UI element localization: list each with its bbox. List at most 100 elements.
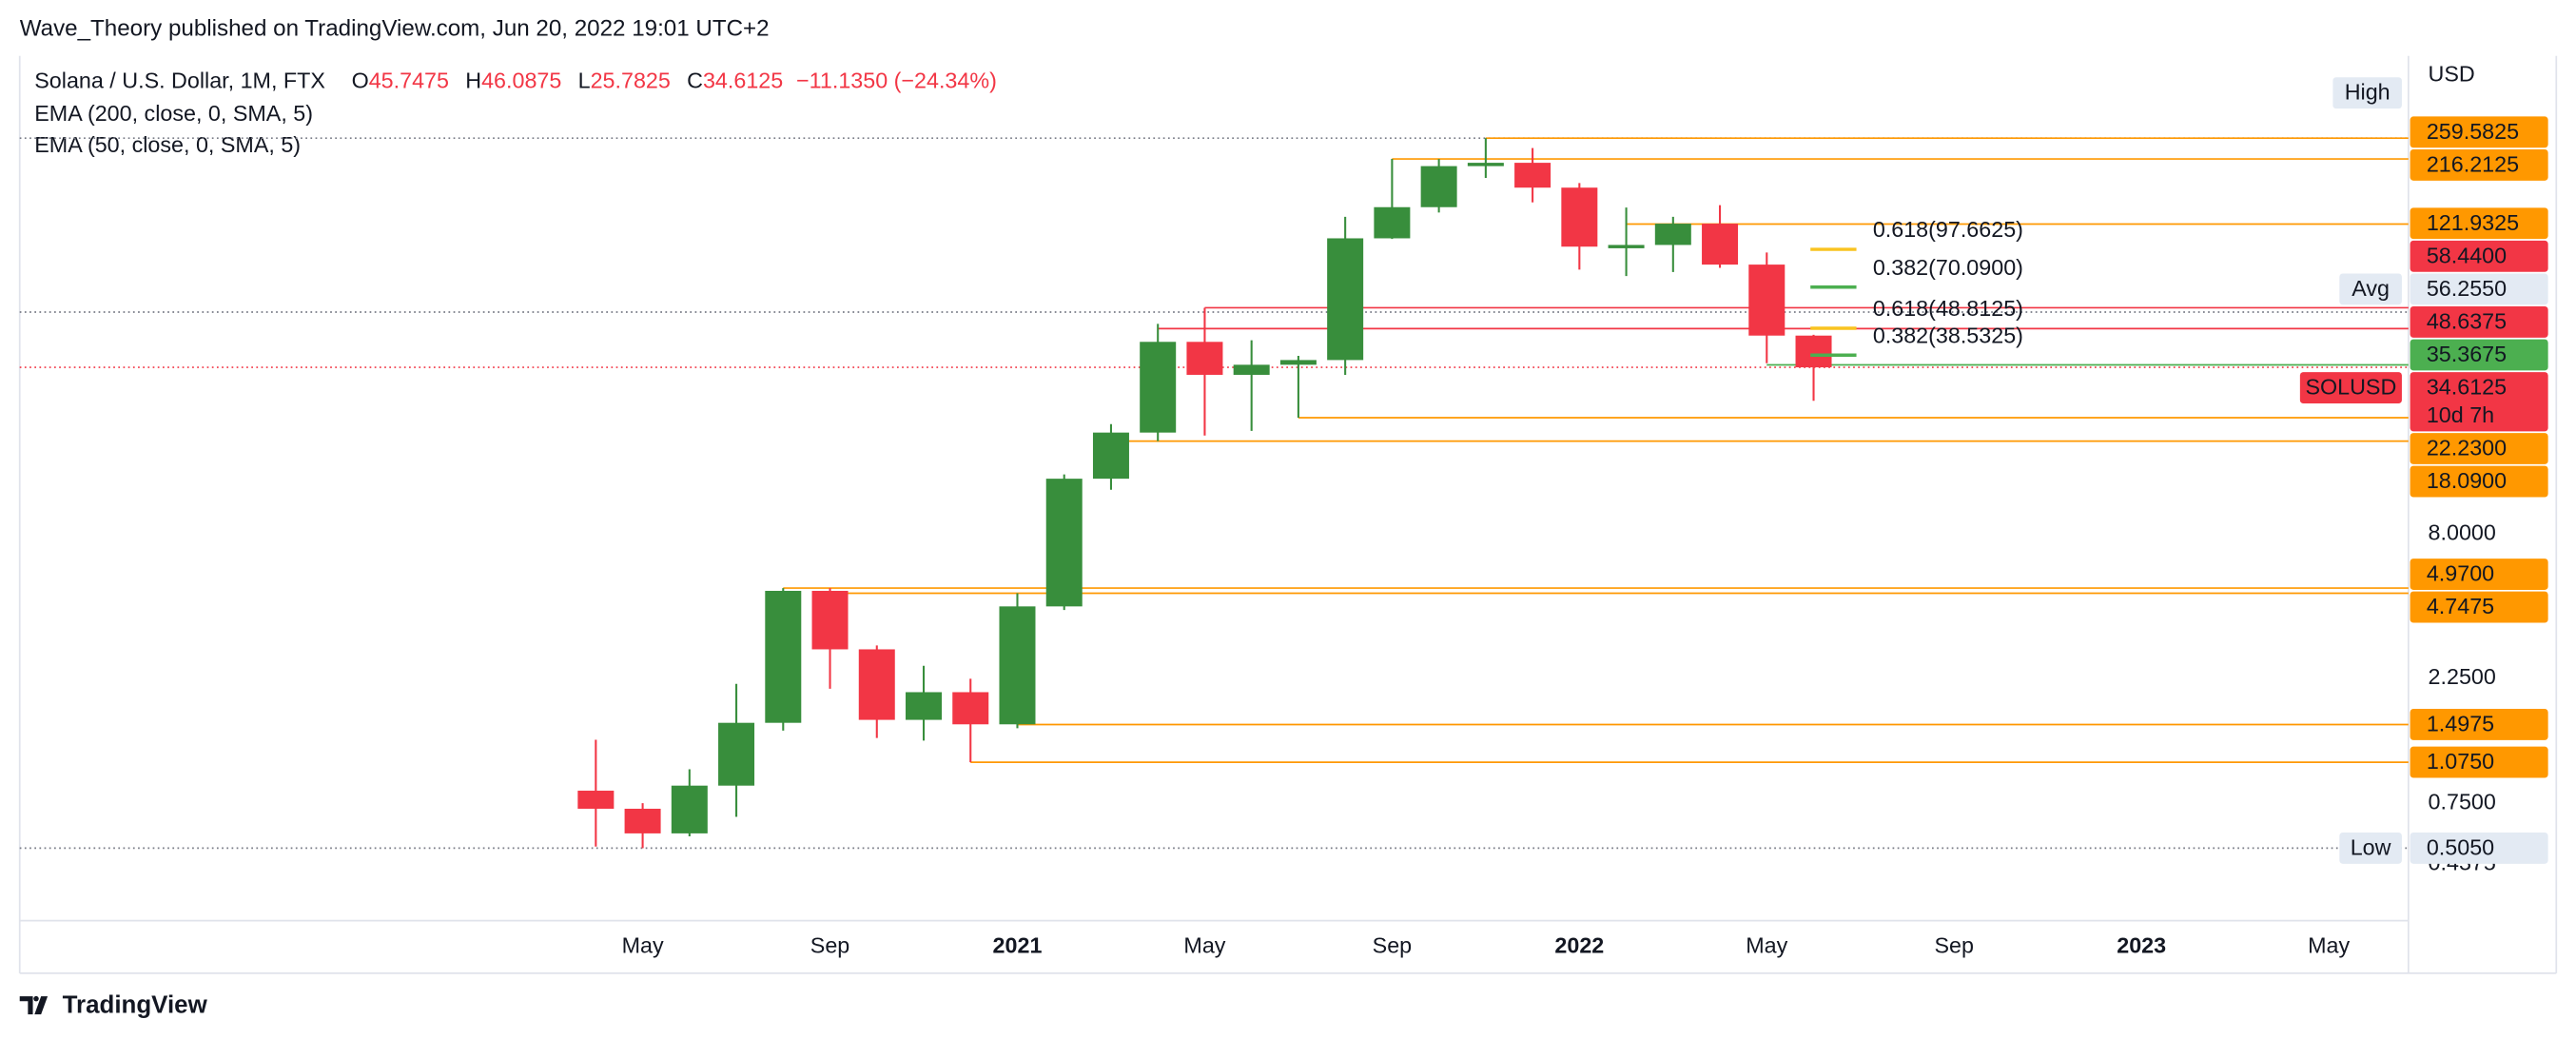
- candle-body: [858, 649, 895, 720]
- x-tick-label: 2023: [2117, 932, 2166, 957]
- ohlc-key: H: [465, 69, 481, 93]
- price-label: 1.0750: [2427, 749, 2494, 774]
- ohlc-key: L: [578, 69, 591, 93]
- price-label: 18.0900: [2427, 468, 2507, 493]
- price-label-box: [2410, 559, 2548, 590]
- countdown-label: 10d 7h: [2427, 402, 2494, 427]
- name-badge: [2332, 77, 2402, 109]
- candle-body: [1420, 166, 1457, 207]
- candle-body: [952, 692, 989, 725]
- candle-body: [577, 791, 615, 810]
- price-label-box: [2410, 148, 2548, 181]
- fib-label: 0.382(70.0900): [1873, 255, 2023, 280]
- x-tick-label: 2021: [993, 932, 1043, 957]
- y-tick-label: 8.0000: [2429, 520, 2496, 544]
- price-label: 35.3675: [2427, 342, 2507, 366]
- indicator-label: EMA (50, close, 0, SMA, 5): [34, 132, 301, 157]
- price-label: 216.2125: [2427, 151, 2519, 176]
- y-tick-label: 2.2500: [2429, 664, 2496, 689]
- candle-body: [1045, 479, 1083, 607]
- candle-body: [1608, 245, 1645, 248]
- candle-body: [765, 590, 802, 723]
- name-badge-label: Avg: [2352, 276, 2390, 301]
- x-tick-label: Sep: [810, 932, 849, 957]
- brand-logo: TradingView: [19, 991, 208, 1018]
- logo-mark: [19, 996, 49, 1015]
- price-label: 48.6375: [2427, 308, 2507, 333]
- ohlc-value: 46.0875: [481, 69, 561, 93]
- candle-body: [1748, 265, 1786, 336]
- candle-body: [811, 590, 849, 650]
- candle-body: [624, 809, 661, 833]
- x-tick-label: May: [1183, 932, 1225, 957]
- price-label-box: [2410, 306, 2548, 338]
- price-label: 1.4975: [2427, 711, 2494, 735]
- price-label-box: [2410, 746, 2548, 778]
- x-tick-label: 2022: [1554, 932, 1604, 957]
- candle-body: [906, 692, 943, 720]
- name-badge: [2339, 832, 2402, 864]
- candle-body: [1654, 224, 1691, 245]
- price-label-box: [2410, 240, 2548, 272]
- candle-body: [1561, 187, 1598, 247]
- fib-label: 0.382(38.5325): [1873, 323, 2023, 347]
- x-tick-label: Sep: [1934, 932, 1973, 957]
- price-label: 58.4400: [2427, 243, 2507, 267]
- symbol-title: Solana / U.S. Dollar, 1M, FTX: [34, 69, 325, 93]
- price-label: 4.7475: [2427, 594, 2494, 618]
- publisher: Wave_Theory published on TradingView.com…: [20, 15, 770, 41]
- name-badge: [2339, 273, 2402, 305]
- price-label-box: [2410, 207, 2548, 240]
- x-tick-label: May: [2308, 932, 2350, 957]
- candle-body: [1514, 163, 1551, 188]
- candle-body: [1702, 224, 1739, 265]
- candle-body: [1467, 163, 1504, 167]
- candle-body: [1092, 432, 1129, 480]
- price-label-box: [2410, 116, 2548, 148]
- brand-name: TradingView: [63, 991, 208, 1018]
- price-label-box: [2410, 832, 2548, 864]
- fib-label: 0.618(97.6625): [1873, 217, 2023, 242]
- x-tick-label: Sep: [1373, 932, 1412, 957]
- candle-body: [718, 722, 755, 786]
- price-label-box: [2410, 372, 2548, 432]
- ohlc-value: 25.7825: [591, 69, 671, 93]
- price-label-box: [2410, 709, 2548, 740]
- logo-dot: [33, 995, 39, 1002]
- x-tick-label: May: [1746, 932, 1787, 957]
- price-label-box: [2410, 591, 2548, 623]
- candle-body: [671, 785, 708, 833]
- change: −11.1350 (−24.34%): [796, 69, 997, 93]
- price-label: 0.5050: [2427, 834, 2494, 859]
- price-label: 22.2300: [2427, 436, 2507, 461]
- candle-body: [1233, 364, 1270, 375]
- ohlc-key: O: [352, 69, 369, 93]
- ohlc-value: 45.7475: [369, 69, 449, 93]
- price-label-box: [2410, 273, 2548, 305]
- candle-body: [1374, 206, 1411, 239]
- name-badge-label: High: [2345, 80, 2391, 105]
- candle-body: [1795, 335, 1832, 368]
- ohlc-key: C: [687, 69, 703, 93]
- price-label-box: [2410, 339, 2548, 371]
- candle-body: [1140, 342, 1177, 433]
- ohlc-legend: O45.7475 H46.0875 L25.7825 C34.6125 −11.1350…: [352, 69, 997, 93]
- price-label: 259.5825: [2427, 119, 2519, 144]
- name-badge: [2299, 372, 2402, 403]
- price-label-box: [2410, 433, 2548, 464]
- ohlc-value: 34.6125: [703, 69, 783, 93]
- indicator-label: EMA (200, close, 0, SMA, 5): [34, 101, 313, 126]
- candle-body: [1279, 360, 1317, 365]
- price-label: 4.9700: [2427, 561, 2494, 586]
- price-label: 121.9325: [2427, 210, 2519, 235]
- x-tick-label: May: [622, 932, 664, 957]
- price-label: 34.6125: [2427, 375, 2507, 400]
- candle-body: [999, 606, 1036, 725]
- price-label-box: [2410, 465, 2548, 498]
- candle-body: [1327, 238, 1364, 361]
- name-badge-label: Low: [2351, 834, 2391, 859]
- fib-label: 0.618(48.8125): [1873, 296, 2023, 321]
